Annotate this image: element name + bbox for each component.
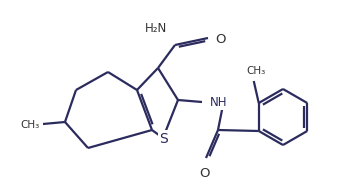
Text: O: O (199, 167, 209, 180)
Text: CH₃: CH₃ (21, 120, 40, 130)
Text: O: O (215, 33, 226, 45)
Text: H₂N: H₂N (145, 22, 167, 35)
Text: CH₃: CH₃ (246, 66, 265, 76)
Text: S: S (159, 132, 168, 146)
Text: NH: NH (210, 96, 227, 108)
